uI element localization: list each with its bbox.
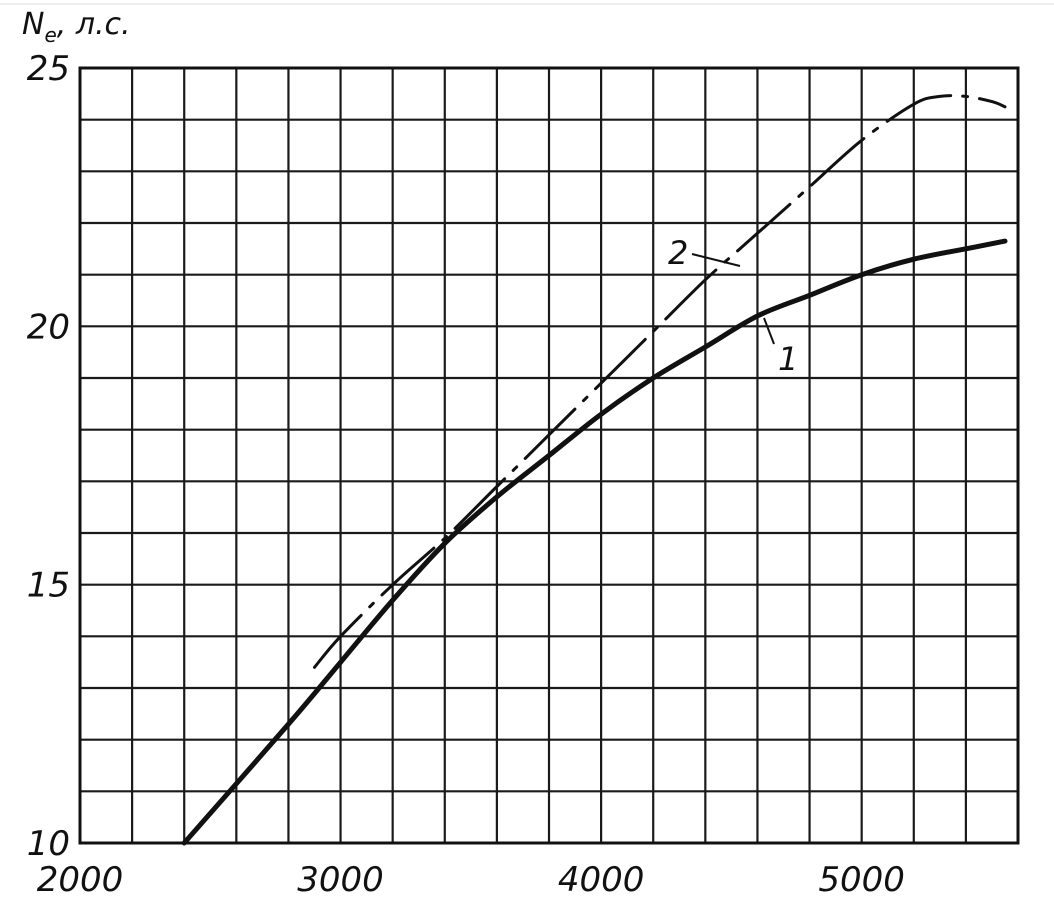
x-tick-labels: 2000 3000 4000 5000 bbox=[37, 860, 905, 900]
curve-annotations: 21 bbox=[668, 234, 798, 378]
y-tick-label: 10 bbox=[27, 824, 70, 864]
y-tick-label: 25 bbox=[27, 49, 70, 89]
y-axis-title: Ne, л.с. bbox=[22, 7, 131, 47]
y-tick-labels: 10 15 20 25 bbox=[27, 49, 70, 864]
leader-line-1 bbox=[763, 317, 775, 345]
curve-label-1: 1 bbox=[778, 340, 798, 378]
series-line-1 bbox=[181, 238, 1008, 846]
leader-line-2 bbox=[691, 253, 741, 267]
x-tick-label: 2000 bbox=[37, 860, 124, 900]
y-tick-label: 20 bbox=[27, 307, 70, 347]
curve-label-2: 2 bbox=[668, 234, 688, 272]
series-line-2 bbox=[313, 94, 1007, 669]
x-tick-label: 5000 bbox=[818, 860, 905, 900]
y-tick-label: 15 bbox=[27, 566, 70, 606]
x-tick-label: 3000 bbox=[297, 860, 384, 900]
series-layer bbox=[181, 94, 1008, 846]
y-axis-subscript: e bbox=[44, 23, 56, 47]
plot-frame bbox=[78, 66, 1020, 845]
x-tick-label: 4000 bbox=[558, 860, 645, 900]
y-axis-unit: , л.с. bbox=[57, 7, 131, 42]
y-axis-symbol: N bbox=[22, 7, 44, 42]
